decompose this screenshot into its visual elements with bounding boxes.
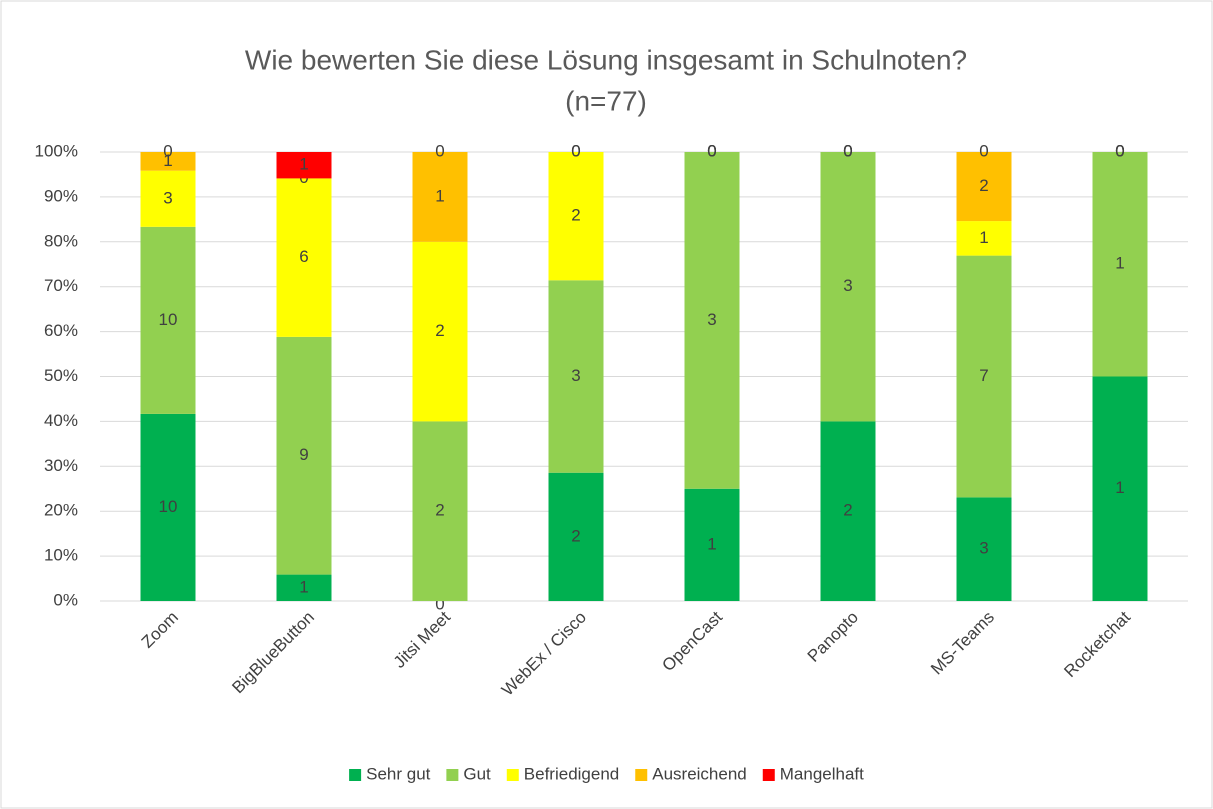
legend-label: Gut <box>463 764 491 783</box>
data-label: 0 <box>843 141 852 160</box>
data-label: 0 <box>1115 141 1124 160</box>
legend-label: Sehr gut <box>366 764 431 783</box>
data-label: 0 <box>843 141 852 160</box>
data-label: 2 <box>571 206 580 225</box>
bar-segment <box>276 152 332 179</box>
legend-swatch <box>446 769 459 781</box>
legend-swatch <box>349 769 362 781</box>
data-label: 0 <box>571 141 580 160</box>
data-label: 0 <box>1115 141 1124 160</box>
legend-label: Befriedigend <box>524 764 619 783</box>
bar-segment <box>548 472 604 601</box>
bar-segment <box>548 152 604 281</box>
data-label: 2 <box>435 321 444 340</box>
data-label: 1 <box>707 534 716 553</box>
y-tick-label: 20% <box>44 501 78 520</box>
bar-segment <box>412 421 468 601</box>
y-tick-label: 70% <box>44 276 78 295</box>
data-label: 3 <box>843 276 852 295</box>
data-label: 1 <box>435 186 444 205</box>
bar-segment <box>276 178 332 337</box>
y-tick-label: 10% <box>44 546 78 565</box>
data-label: 2 <box>435 501 444 520</box>
bar-segment <box>820 152 876 422</box>
data-label: 0 <box>979 141 988 160</box>
y-tick-label: 30% <box>44 456 78 475</box>
bar-segment <box>820 421 876 601</box>
data-label: 2 <box>979 176 988 195</box>
data-label: 3 <box>979 539 988 558</box>
bar-segment <box>140 170 196 227</box>
data-label: 10 <box>159 497 178 516</box>
bar-segment <box>956 221 1012 256</box>
bar-segment <box>684 488 740 601</box>
y-tick-label: 80% <box>44 231 78 250</box>
data-label: 7 <box>979 366 988 385</box>
legend-swatch <box>506 769 519 781</box>
data-label: 0 <box>1115 141 1124 160</box>
data-label: 3 <box>707 310 716 329</box>
bar-segment <box>412 152 468 242</box>
data-label: 3 <box>571 366 580 385</box>
bar-segment <box>276 574 332 601</box>
data-label: 0 <box>707 141 716 160</box>
data-label: 0 <box>571 141 580 160</box>
legend-label: Mangelhaft <box>780 764 864 783</box>
y-tick-label: 50% <box>44 366 78 385</box>
bar-segment <box>1092 152 1148 377</box>
data-label: 0 <box>707 141 716 160</box>
bar-segment <box>140 152 196 171</box>
data-label: 0 <box>435 141 444 160</box>
data-label: 10 <box>159 310 178 329</box>
data-label: 6 <box>299 247 308 266</box>
bar-segment <box>140 413 196 601</box>
bar-segment <box>412 241 468 422</box>
data-label: 0 <box>163 141 172 160</box>
bar-segment <box>956 255 1012 498</box>
bar-segment <box>684 152 740 489</box>
data-label: 1 <box>299 577 308 596</box>
data-label: 1 <box>299 155 308 174</box>
chart-subtitle: (n=77) <box>565 85 647 116</box>
y-tick-label: 0% <box>53 590 78 609</box>
bar-segment <box>276 336 332 575</box>
data-label: 1 <box>979 228 988 247</box>
data-label: 1 <box>163 151 172 170</box>
y-tick-label: 100% <box>35 141 78 160</box>
data-label: 2 <box>571 526 580 545</box>
chart-title: Wie bewerten Sie diese Lösung insgesamt … <box>245 44 967 75</box>
legend-label: Ausreichend <box>652 764 747 783</box>
data-label: 3 <box>163 188 172 207</box>
data-label: 0 <box>843 141 852 160</box>
bar-segment <box>956 497 1012 601</box>
data-label: 1 <box>1115 478 1124 497</box>
bar-segment <box>548 280 604 473</box>
y-tick-label: 60% <box>44 321 78 340</box>
data-label: 2 <box>843 501 852 520</box>
bar-segment <box>1092 376 1148 601</box>
bar-segment <box>140 226 196 414</box>
bar-segment <box>956 152 1012 222</box>
y-tick-label: 90% <box>44 186 78 205</box>
data-label: 9 <box>299 445 308 464</box>
legend-swatch <box>762 769 775 781</box>
y-tick-label: 40% <box>44 411 78 430</box>
data-label: 0 <box>707 141 716 160</box>
data-label: 1 <box>1115 254 1124 273</box>
data-label: 0 <box>435 594 444 613</box>
legend-swatch <box>635 769 648 781</box>
